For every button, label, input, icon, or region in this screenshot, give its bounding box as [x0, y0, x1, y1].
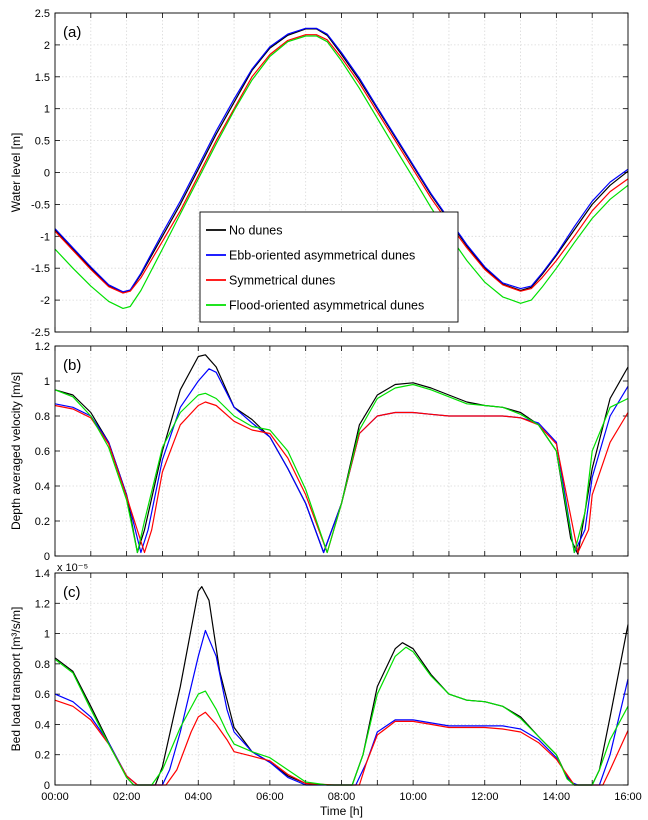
legend-entry: Flood-oriented asymmetrical dunes	[229, 299, 424, 313]
panel-1: -2.5 -2 -1.5 -1 -0.5 0 0.5 1 1.5 2 2.5 (a) Water lev…	[9, 8, 629, 339]
y-tick-label: -1.5	[31, 263, 50, 275]
y-tick-label: -0.5	[31, 199, 50, 211]
series-line-2	[54, 368, 629, 554]
x-tick-label: 10:00	[399, 791, 427, 803]
x-tick-label: 06:00	[256, 791, 284, 803]
x-tick-label: 04:00	[184, 791, 212, 803]
y-tick-label: -2.5	[31, 327, 50, 339]
x-tick-label: 16:00	[614, 791, 642, 803]
y-tick-label: 0.2	[35, 750, 50, 762]
y-tick-label: 1.2	[35, 598, 50, 610]
legend-entry: Symmetrical dunes	[229, 274, 335, 288]
y-tick-label: 0	[44, 780, 50, 792]
y-tick-label: 1.5	[35, 72, 50, 84]
y-tick-label: 1	[44, 104, 50, 116]
y-tick-label: 1.2	[35, 341, 50, 353]
y-tick-label: 1	[44, 629, 50, 641]
y-tick-label: 0.6	[35, 689, 50, 701]
panel-label: (c)	[63, 584, 81, 601]
y-tick-label: 0.8	[35, 411, 50, 423]
y-tick-label: 1.4	[35, 568, 50, 580]
x-tick-label: 14:00	[543, 791, 571, 803]
series-line-4	[54, 35, 629, 309]
y-tick-label: 0	[44, 168, 50, 180]
legend-box	[199, 211, 459, 323]
plot-frame	[54, 345, 629, 557]
series-line-3	[54, 34, 629, 294]
y-axis-label: Depth averaged velocity [m/s]	[9, 372, 23, 530]
series-line-1	[54, 28, 629, 293]
x-tick-label: 02:00	[113, 791, 141, 803]
y-tick-label: 1	[44, 376, 50, 388]
x-axis-label: Time [h]	[320, 804, 363, 818]
y-axis-label: Bed load transport [m³/s/m]	[9, 607, 23, 752]
y-tick-label: 0.4	[35, 481, 50, 493]
series-line-2	[54, 27, 629, 293]
y-tick-label: 0.6	[35, 446, 50, 458]
panel-label: (a)	[63, 24, 81, 41]
x-tick-label: 12:00	[471, 791, 499, 803]
legend-entry: Ebb-oriented asymmetrical dunes	[229, 249, 415, 263]
x-tick-label: 00:00	[41, 791, 69, 803]
series-line-4	[54, 383, 629, 554]
panel-3: 0 0.2 0.4 0.6 0.8 1 1.2 1.4 (c) Bed load transpor…	[9, 562, 642, 818]
y-tick-label: 2.5	[35, 8, 50, 20]
legend: No dunes Ebb-oriented asymmetrical dunes S…	[199, 211, 459, 323]
y-multiplier: x 10⁻⁵	[57, 562, 88, 574]
y-tick-label: 0	[44, 551, 50, 563]
y-tick-label: -1	[40, 231, 50, 243]
panel-label: (b)	[63, 357, 81, 374]
y-tick-label: 0.2	[35, 516, 50, 528]
legend-entry: No dunes	[229, 224, 283, 238]
plot-frame	[54, 572, 629, 786]
y-tick-label: -2	[40, 295, 50, 307]
plot-frame	[54, 12, 629, 333]
y-tick-label: 2	[44, 40, 50, 52]
y-axis-label: Water level [m]	[9, 133, 23, 213]
panel-2: 0 0.2 0.4 0.6 0.8 1 1.2 (b) Depth averaged veloc…	[9, 341, 629, 563]
y-tick-label: 0.8	[35, 659, 50, 671]
y-tick-label: 0.5	[35, 136, 50, 148]
y-tick-label: 0.4	[35, 719, 50, 731]
x-tick-label: 08:00	[328, 791, 356, 803]
